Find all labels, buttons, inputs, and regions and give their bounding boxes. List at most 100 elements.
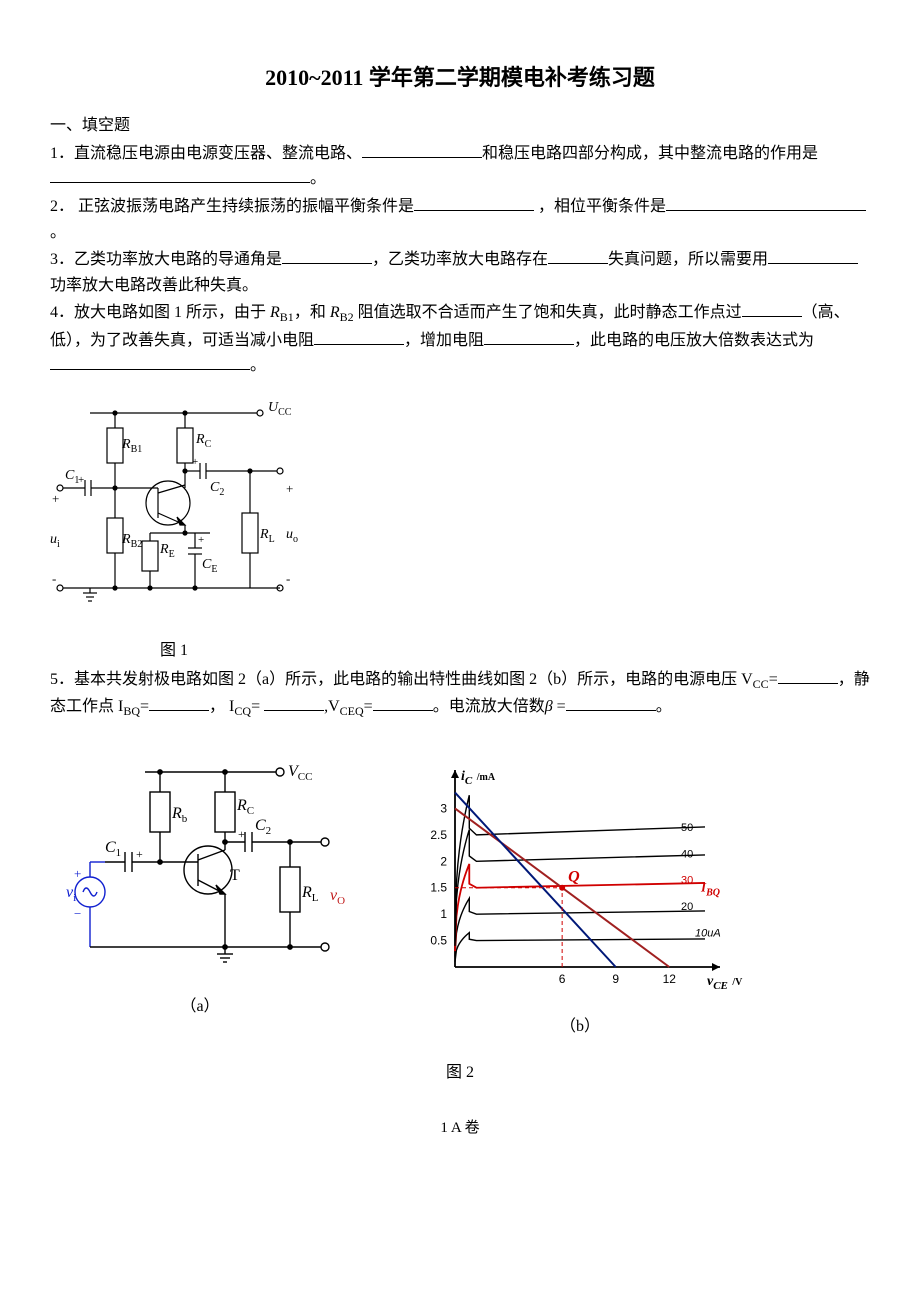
figure-1-svg: UCC RB1 RC C1 C2 ui RB2 RE CE RL uo + + … xyxy=(50,393,330,623)
question-2: 2． 正弦波振荡电路产生持续振荡的振幅平衡条件是 ，相位平衡条件是。 xyxy=(50,194,870,245)
q4-m1: ，和 xyxy=(294,304,330,321)
svg-text:6: 6 xyxy=(559,972,566,986)
q4-rb1: R xyxy=(270,304,280,321)
question-1: 1．直流稳压电源由电源变压器、整流电路、 和稳压电路四部分构成，其中整流电路的作用… xyxy=(50,141,870,192)
q4-m5: ，此电路的电压放大倍数表达式为 xyxy=(574,332,814,349)
figure-2-caption: 图 2 xyxy=(50,1060,870,1086)
q3-text: 3．乙类功率放大电路的导通角是 xyxy=(50,251,282,268)
q1-blank-2 xyxy=(50,166,310,183)
q3-text-m1: ，乙类功率放大电路存在 xyxy=(372,251,548,268)
figure-2-row: VCC Rb RC C1 C2 T RL + + vi + − vO （a） 0… xyxy=(50,752,870,1040)
svg-text:IBQ: IBQ xyxy=(700,880,720,899)
svg-text:+: + xyxy=(78,474,84,486)
q3-blank-3 xyxy=(768,247,858,264)
svg-text:RL: RL xyxy=(301,884,319,904)
svg-text:CE: CE xyxy=(202,557,217,575)
figure-2a: VCC Rb RC C1 C2 T RL + + vi + − vO （a） xyxy=(50,752,350,1040)
svg-text:iC /mA: iC /mA xyxy=(461,769,496,787)
q4-rb2: R xyxy=(330,304,340,321)
svg-text:9: 9 xyxy=(612,972,619,986)
q1-blank-1 xyxy=(362,141,482,158)
q4-end: 。 xyxy=(250,357,266,374)
q5-m4: 。电流放大倍数 xyxy=(433,698,545,715)
q4-blank-1 xyxy=(742,300,802,317)
svg-text:−: − xyxy=(74,906,81,921)
svg-text:1: 1 xyxy=(440,907,447,921)
q3-text-end: 功率放大电路改善此种失真。 xyxy=(50,277,258,294)
question-5: 5．基本共发射极电路如图 2（a）所示，此电路的输出特性曲线如图 2（b）所示，… xyxy=(50,667,870,722)
q2-blank-2 xyxy=(666,194,866,211)
figure-2a-svg: VCC Rb RC C1 C2 T RL + + vi + − vO xyxy=(50,752,350,982)
svg-text:30: 30 xyxy=(681,875,693,887)
svg-text:vCE /V: vCE /V xyxy=(707,974,743,992)
svg-text:RC: RC xyxy=(195,432,212,450)
q5-vccsub: CC xyxy=(753,677,769,691)
question-4: 4．放大电路如图 1 所示，由于 RB1，和 RB2 阻值选取不合适而产生了饱和… xyxy=(50,300,870,379)
q5-m3: ,V xyxy=(324,698,340,715)
section-heading: 一、填空题 xyxy=(50,113,870,139)
svg-text:3: 3 xyxy=(440,801,447,815)
q1-text: 1．直流稳压电源由电源变压器、整流电路、 xyxy=(50,145,362,162)
q5-eq2: = xyxy=(140,698,149,715)
q5-blank-2 xyxy=(149,694,209,711)
svg-text:vO: vO xyxy=(330,887,345,907)
q5-eq1: = xyxy=(769,671,778,688)
page-footer: 1 A 卷 xyxy=(50,1116,870,1140)
question-3: 3．乙类功率放大电路的导通角是 ，乙类功率放大电路存在 失真问题，所以需要用功率放大… xyxy=(50,247,870,298)
q5-eq4: = xyxy=(364,698,373,715)
q5-m2: ， I xyxy=(209,698,234,715)
svg-text:2.5: 2.5 xyxy=(430,828,447,842)
svg-text:+: + xyxy=(52,491,59,506)
svg-text:RL: RL xyxy=(259,527,275,545)
svg-text:+: + xyxy=(74,866,81,881)
svg-text:+: + xyxy=(238,827,245,841)
q4-text-pre: 4．放大电路如图 1 所示，由于 xyxy=(50,304,270,321)
q1-text-mid: 和稳压电路四部分构成，其中整流电路的作用是 xyxy=(482,145,818,162)
q3-text-m2: 失真问题，所以需要用 xyxy=(608,251,768,268)
q1-text-end: 。 xyxy=(310,170,326,187)
svg-text:vi: vi xyxy=(66,884,76,904)
svg-text:+: + xyxy=(286,481,293,496)
svg-text:+: + xyxy=(192,456,198,468)
q4-m4: ，增加电阻 xyxy=(404,332,484,349)
svg-text:-: - xyxy=(52,571,56,586)
q4-rb2-sub: B2 xyxy=(340,311,354,325)
svg-text:10uA: 10uA xyxy=(695,927,721,939)
figure-2b-svg: 0.511.522.536912iC /mAvCE /V10uA20304050… xyxy=(410,752,750,1002)
svg-text:0.5: 0.5 xyxy=(430,933,447,947)
svg-text:Rb: Rb xyxy=(171,805,188,825)
svg-text:T: T xyxy=(230,867,240,884)
q4-blank-2 xyxy=(314,328,404,345)
svg-text:40: 40 xyxy=(681,848,693,860)
svg-text:Q: Q xyxy=(568,869,580,886)
svg-text:C2: C2 xyxy=(210,480,224,498)
q2-text-end: 。 xyxy=(50,224,66,241)
q3-blank-1 xyxy=(282,247,372,264)
q3-blank-2 xyxy=(548,247,608,264)
svg-text:RB1: RB1 xyxy=(121,437,142,455)
q5-beta: β xyxy=(545,698,553,715)
q4-blank-3 xyxy=(484,328,574,345)
q5-icqsub: CQ xyxy=(234,705,251,719)
svg-text:20: 20 xyxy=(681,901,693,913)
q4-m2: 阻值选取不合适而产生了饱和失真，此时静态工作点过 xyxy=(354,304,742,321)
q5-eq3: = xyxy=(251,698,264,715)
figure-2b-caption: （b） xyxy=(410,1014,750,1040)
q5-blank-3 xyxy=(264,694,324,711)
svg-text:-: - xyxy=(286,571,290,586)
q5-blank-4 xyxy=(373,694,433,711)
figure-2b: 0.511.522.536912iC /mAvCE /V10uA20304050… xyxy=(410,752,750,1040)
svg-text:uo: uo xyxy=(286,527,298,545)
svg-text:50: 50 xyxy=(681,822,693,834)
q4-rb1-sub: B1 xyxy=(280,311,294,325)
svg-text:12: 12 xyxy=(663,972,677,986)
svg-text:RE: RE xyxy=(159,542,175,560)
svg-text:1.5: 1.5 xyxy=(430,881,447,895)
q5-blank-1 xyxy=(778,667,838,684)
figure-1-caption: 图 1 xyxy=(160,638,870,664)
svg-text:RC: RC xyxy=(236,797,254,817)
q5-ibqsub: BQ xyxy=(123,705,140,719)
q5-eq5: = xyxy=(553,698,566,715)
svg-text:ui: ui xyxy=(50,532,60,550)
figure-1: UCC RB1 RC C1 C2 ui RB2 RE CE RL uo + + … xyxy=(50,393,870,663)
